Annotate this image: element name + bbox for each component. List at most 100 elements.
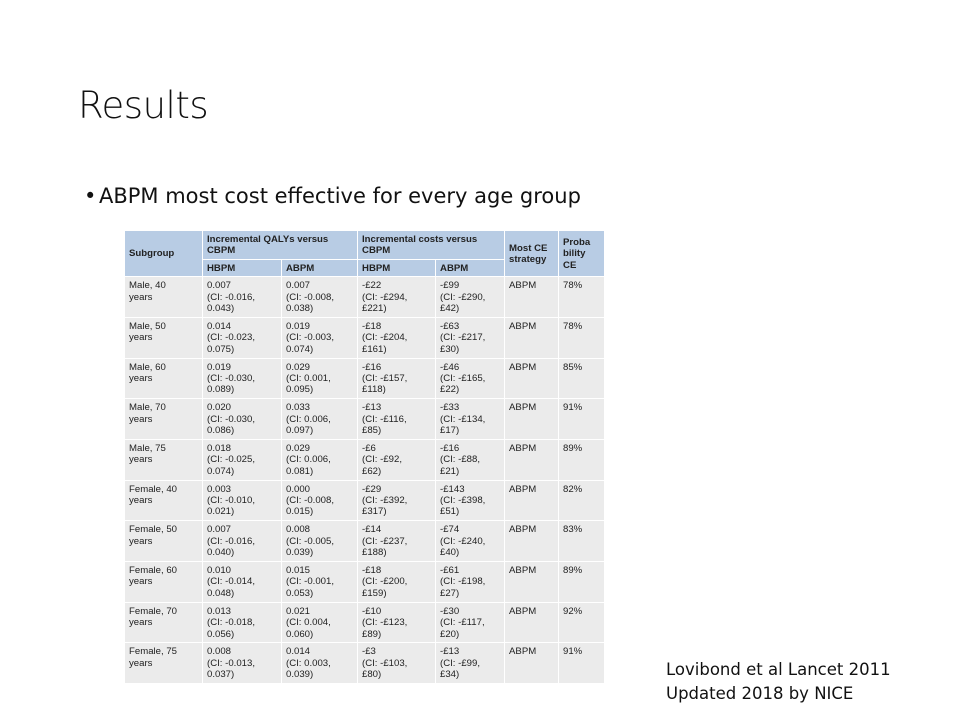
table-cell: 0.021 (CI: 0.004, 0.060) <box>280 601 359 644</box>
table-cell: 0.014 (CI: -0.023, 0.075) <box>202 316 282 359</box>
subheader-cell: ABPM <box>280 258 359 278</box>
table-cell: -£18 (CI: -£200, £159) <box>357 561 437 603</box>
table-row: Female, 70 years 0.013 (CI: -0.018, 0.056… <box>124 601 606 644</box>
table-cell: ABPM <box>504 276 560 318</box>
subheader-row: HBPM ABPM HBPM ABPM <box>125 258 605 278</box>
header-cell: Incremental costs versus CBPM <box>357 230 506 260</box>
table-cell: 0.015 (CI: -0.001, 0.053) <box>280 561 359 603</box>
table-cell: 0.018 (CI: -0.025, 0.074) <box>202 438 282 481</box>
table-cell: Male, 40 years <box>124 276 203 318</box>
table-cell: -£74 (CI: -£240, £40) <box>435 520 506 563</box>
table-cell: -£16 (CI: -£88, £21) <box>435 438 506 481</box>
table-cell: 0.029 (CI: 0.006, 0.081) <box>280 438 359 481</box>
table-cell: -£99 (CI: -£290, £42) <box>435 276 506 318</box>
table-cell: 83% <box>558 520 606 563</box>
table-cell: 0.007 (CI: -0.016, 0.043) <box>202 276 282 318</box>
table-row: Female, 60 years 0.010 (CI: -0.014, 0.048… <box>124 561 606 603</box>
table-cell: -£46 (CI: -£165, £22) <box>435 357 506 400</box>
table-cell: Male, 60 years <box>124 357 203 400</box>
table-row: Male, 40 years 0.007 (CI: -0.016, 0.043) 0… <box>124 276 606 318</box>
header-cell: Incremental QALYs versus CBPM <box>201 230 359 260</box>
subheader-cell: HBPM <box>357 258 437 278</box>
table-cell: 82% <box>558 479 606 522</box>
table-cell: Female, 40 years <box>124 479 203 522</box>
table-row: Female, 40 years 0.003 (CI: -0.010, 0.021… <box>124 479 606 522</box>
table-row: Male, 60 years 0.019 (CI: -0.030, 0.089) 0… <box>124 357 606 400</box>
table-cell: ABPM <box>504 642 560 685</box>
table-cell: -£13 (CI: -£99, £34) <box>435 642 506 685</box>
table-cell: 0.008 (CI: -0.013, 0.037) <box>202 642 282 685</box>
table-cell: ABPM <box>504 357 560 400</box>
table-cell: -£143 (CI: -£398, £51) <box>435 479 506 522</box>
table-cell: 89% <box>558 438 606 481</box>
table-cell: 85% <box>558 357 606 400</box>
table-cell: Female, 60 years <box>124 561 203 603</box>
table-body: Male, 40 years 0.007 (CI: -0.016, 0.043) 0… <box>124 276 606 685</box>
header-cell: Subgroup <box>124 229 203 278</box>
table-cell: 0.029 (CI: 0.001, 0.095) <box>280 357 359 400</box>
results-table: Subgroup Incremental QALYs versus CBPM I… <box>124 229 606 685</box>
table-cell: 0.008 (CI: -0.005, 0.039) <box>280 520 359 563</box>
bullet-point: • ABPM most cost effective for every age … <box>84 184 581 208</box>
table-row: Male, 50 years 0.014 (CI: -0.023, 0.075) 0… <box>124 316 606 359</box>
table-cell: -£33 (CI: -£134, £17) <box>435 398 506 440</box>
table-cell: ABPM <box>504 398 560 440</box>
table-cell: -£29 (CI: -£392, £317) <box>357 479 437 522</box>
table-cell: ABPM <box>504 601 560 644</box>
bullet-dot: • <box>84 184 97 208</box>
citation-line: Lovibond et al Lancet 2011 <box>666 660 891 679</box>
citation-line: Updated 2018 by NICE <box>666 684 854 703</box>
table-cell: -£30 (CI: -£117, £20) <box>435 601 506 644</box>
table-cell: 78% <box>558 276 606 318</box>
table-row: Female, 50 years 0.007 (CI: -0.016, 0.040… <box>124 520 606 563</box>
table-cell: -£22 (CI: -£294, £221) <box>357 276 437 318</box>
slide-title: Results <box>78 84 209 127</box>
header-row: Subgroup Incremental QALYs versus CBPM I… <box>124 229 606 278</box>
table-cell: 0.007 (CI: -0.008, 0.038) <box>280 276 359 318</box>
table-cell: -£3 (CI: -£103, £80) <box>357 642 437 685</box>
table-cell: 0.020 (CI: -0.030, 0.086) <box>202 398 282 440</box>
table-cell: 0.033 (CI: 0.006, 0.097) <box>280 398 359 440</box>
table-cell: 0.013 (CI: -0.018, 0.056) <box>202 601 282 644</box>
table-cell: 0.010 (CI: -0.014, 0.048) <box>202 561 282 603</box>
table-cell: Female, 70 years <box>124 601 203 644</box>
table-cell: -£63 (CI: -£217, £30) <box>435 316 506 359</box>
table-cell: 91% <box>558 642 606 685</box>
table-cell: 89% <box>558 561 606 603</box>
header-cell: Proba bility CE <box>558 229 606 278</box>
table-cell: ABPM <box>504 520 560 563</box>
table-cell: Male, 75 years <box>124 438 203 481</box>
table-cell: Male, 70 years <box>124 398 203 440</box>
table-cell: 0.000 (CI: -0.008, 0.015) <box>280 479 359 522</box>
table-row: Male, 75 years 0.018 (CI: -0.025, 0.074) 0… <box>124 438 606 481</box>
subheader-cell: ABPM <box>435 258 506 278</box>
table-cell: -£6 (CI: -£92, £62) <box>357 438 437 481</box>
table-cell: 92% <box>558 601 606 644</box>
header-cell: Most CE strategy <box>504 229 560 278</box>
table-cell: 0.003 (CI: -0.010, 0.021) <box>202 479 282 522</box>
table-cell: -£61 (CI: -£198, £27) <box>435 561 506 603</box>
table-cell: 0.007 (CI: -0.016, 0.040) <box>202 520 282 563</box>
table-cell: -£10 (CI: -£123, £89) <box>357 601 437 644</box>
table-cell: ABPM <box>504 316 560 359</box>
table-cell: Female, 50 years <box>124 520 203 563</box>
table-row: Female, 75 years 0.008 (CI: -0.013, 0.037… <box>124 642 606 685</box>
table-row: Male, 70 years 0.020 (CI: -0.030, 0.086) 0… <box>124 398 606 440</box>
table-cell: 78% <box>558 316 606 359</box>
table-cell: 0.014 (CI: 0.003, 0.039) <box>280 642 359 685</box>
table-cell: -£16 (CI: -£157, £118) <box>357 357 437 400</box>
table-cell: 0.019 (CI: -0.003, 0.074) <box>280 316 359 359</box>
bullet-text: ABPM most cost effective for every age g… <box>99 184 581 208</box>
table-cell: Female, 75 years <box>124 642 203 685</box>
table-cell: -£18 (CI: -£204, £161) <box>357 316 437 359</box>
subheader-cell: HBPM <box>202 258 282 278</box>
table-cell: 91% <box>558 398 606 440</box>
citation: Lovibond et al Lancet 2011 Updated 2018 … <box>666 658 891 706</box>
table-cell: ABPM <box>504 561 560 603</box>
table-cell: Male, 50 years <box>124 316 203 359</box>
table-cell: ABPM <box>504 479 560 522</box>
table-cell: -£13 (CI: -£116, £85) <box>357 398 437 440</box>
table-cell: -£14 (CI: -£237, £188) <box>357 520 437 563</box>
table-cell: 0.019 (CI: -0.030, 0.089) <box>202 357 282 400</box>
